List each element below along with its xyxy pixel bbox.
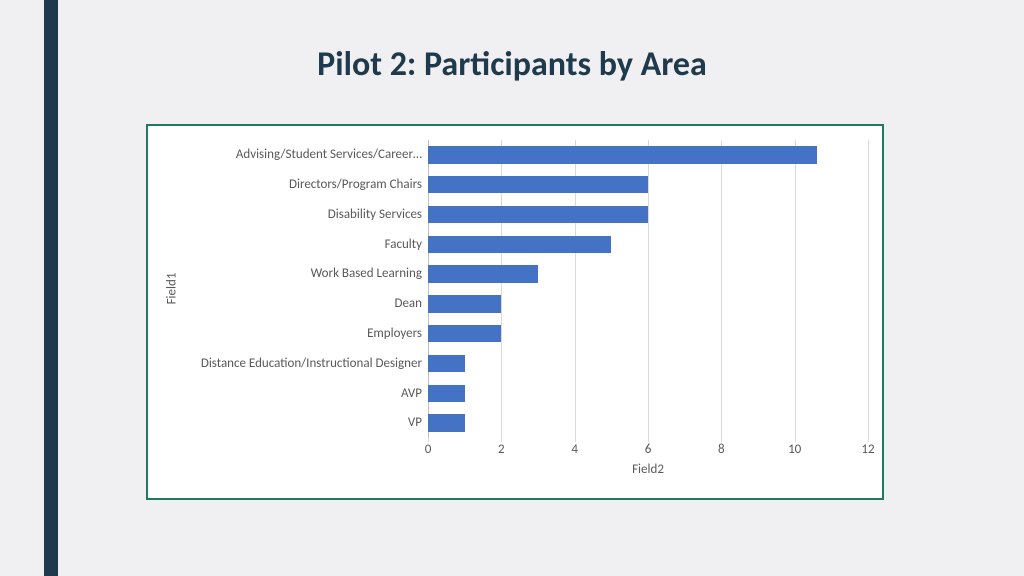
bar — [428, 385, 465, 402]
x-tick-label: 8 — [718, 438, 725, 457]
x-tick-label: 4 — [571, 438, 578, 457]
category-label: AVP — [401, 384, 428, 404]
bar — [428, 176, 648, 193]
slide-title: Pilot 2: Participants by Area — [0, 44, 1024, 85]
chart-container: 0 2 4 6 8 10 12 Advising/Student Services/Caree… — [146, 124, 884, 500]
x-tick-label: 10 — [788, 438, 801, 457]
gridline — [868, 140, 869, 438]
x-tick-label: 0 — [425, 438, 432, 457]
category-label: Dean — [394, 294, 428, 314]
bar — [428, 414, 465, 431]
bar — [428, 265, 538, 282]
category-label: Work Based Learning — [311, 264, 428, 284]
accent-bar — [44, 0, 58, 576]
bar — [428, 325, 501, 342]
category-label: Faculty — [385, 235, 428, 255]
gridline — [795, 140, 796, 438]
category-label: Directors/Program Chairs — [289, 175, 428, 195]
x-tick-label: 6 — [645, 438, 652, 457]
x-tick-label: 12 — [861, 438, 874, 457]
category-label: Disability Services — [328, 205, 428, 225]
bar — [428, 236, 611, 253]
x-tick-label: 2 — [498, 438, 505, 457]
gridline — [648, 140, 649, 438]
gridline — [721, 140, 722, 438]
plot-area: 024681012Advising/Student Services/Caree… — [428, 140, 868, 438]
category-label: Advising/Student Services/Career… — [236, 145, 428, 165]
bar — [428, 295, 501, 312]
y-axis-title: Field1 — [164, 273, 179, 305]
bar — [428, 146, 817, 163]
category-label: VP — [408, 413, 428, 433]
x-axis-title: Field2 — [632, 462, 664, 477]
category-label: Employers — [367, 324, 428, 344]
bar — [428, 355, 465, 372]
category-label: Distance Education/Instructional Designe… — [201, 354, 428, 374]
bar — [428, 206, 648, 223]
